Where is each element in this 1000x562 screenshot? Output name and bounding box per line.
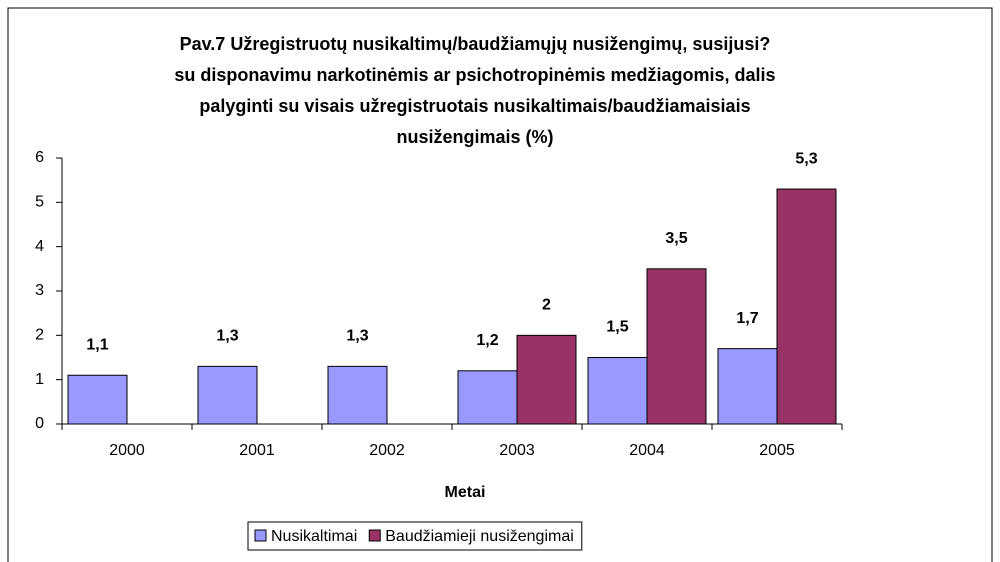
x-tick-label: 2002: [369, 442, 405, 459]
legend-label: Baudžiamieji nusižengimai: [385, 528, 574, 545]
y-tick-label: 2: [35, 327, 44, 344]
value-label: 1,2: [476, 332, 498, 349]
legend-swatch: [368, 529, 381, 542]
chart-frame: [7, 7, 993, 562]
value-label: 1,5: [606, 319, 628, 336]
x-tick-label: 2005: [759, 442, 795, 459]
value-label: 1,3: [346, 328, 368, 345]
y-tick-label: 3: [35, 282, 44, 299]
x-tick-label: 2003: [499, 442, 535, 459]
bar: [717, 348, 778, 425]
value-label: 1,1: [86, 336, 108, 353]
x-tick-label: 2000: [109, 442, 145, 459]
value-label: 3,5: [665, 230, 687, 247]
y-tick-label: 6: [35, 149, 44, 166]
bar: [587, 357, 648, 425]
value-label: 1,3: [216, 328, 238, 345]
bar: [197, 365, 258, 425]
bar: [67, 374, 128, 425]
bar: [327, 365, 388, 425]
chart-title: su disponavimu narkotinėmis ar psichotro…: [174, 65, 775, 85]
value-label: 5,3: [795, 150, 817, 167]
y-tick-label: 5: [35, 194, 44, 211]
value-label: 2: [542, 297, 551, 314]
bar: [646, 268, 707, 425]
legend-label: Nusikaltimai: [271, 528, 357, 545]
bar: [457, 370, 518, 425]
legend-box: [247, 521, 583, 551]
x-axis-title: Metai: [445, 484, 486, 501]
bar: [776, 188, 837, 425]
y-tick-label: 1: [35, 371, 44, 388]
chart-title: nusižengimais (%): [396, 127, 553, 147]
x-tick-label: 2004: [629, 442, 665, 459]
chart-title: Pav.7 Užregistruotų nusikaltimų/baudžiam…: [180, 34, 771, 54]
bar: [516, 334, 577, 425]
value-label: 1,7: [736, 310, 758, 327]
legend-swatch: [254, 529, 267, 542]
y-tick-label: 0: [35, 415, 44, 432]
y-tick-label: 4: [35, 238, 44, 255]
chart-title: palyginti su visais užregistruotais nusi…: [199, 96, 750, 116]
x-tick-label: 2001: [239, 442, 275, 459]
